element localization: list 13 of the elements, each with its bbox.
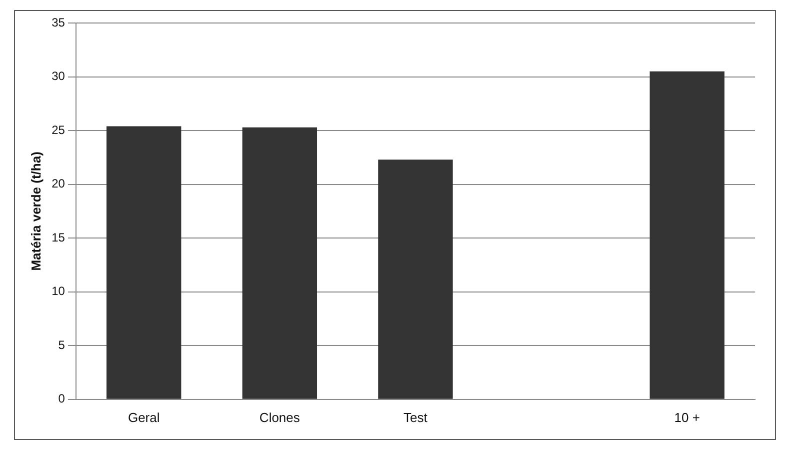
x-tick-label: Geral — [128, 410, 160, 425]
y-tick-label: 35 — [52, 15, 66, 30]
x-tick-label: Test — [404, 410, 428, 425]
y-tick-label: 25 — [52, 122, 66, 137]
x-tick-label: 10 + — [674, 410, 700, 425]
y-tick-label: 0 — [58, 392, 66, 406]
y-tick-label: 20 — [52, 176, 66, 191]
y-tick-label: 15 — [52, 230, 66, 244]
y-tick-label: 5 — [58, 338, 66, 352]
y-axis-title: Matéria verde (t/ha) — [28, 152, 44, 271]
y-tick-label: 30 — [52, 69, 66, 84]
x-tick-label: Clones — [259, 410, 300, 425]
y-tick-label: 10 — [52, 284, 66, 298]
